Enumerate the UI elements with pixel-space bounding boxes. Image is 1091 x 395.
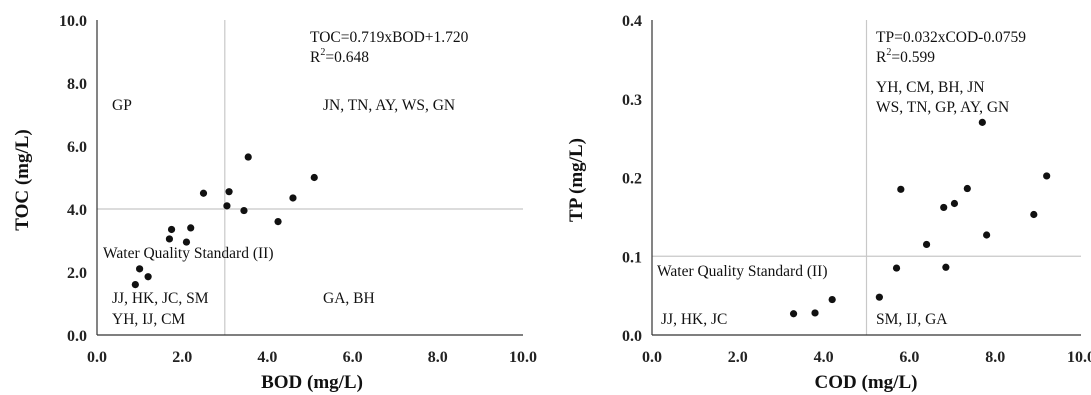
data-point — [875, 293, 883, 301]
data-point — [182, 238, 191, 246]
data-point — [940, 203, 948, 212]
data-point — [897, 185, 905, 193]
data-point — [811, 309, 819, 317]
x-tick-label: 10.0 — [1067, 349, 1091, 366]
x-tick-label: 0.0 — [87, 349, 107, 366]
y-tick-label: 0.4 — [622, 13, 642, 30]
x-tick-label: 0.0 — [642, 349, 662, 366]
data-point — [244, 153, 252, 161]
y-tick-label: 0.1 — [622, 249, 642, 266]
y-tick-label: 4.0 — [67, 202, 87, 219]
data-point — [828, 295, 836, 304]
data-point — [892, 264, 901, 272]
x-tick-label: 6.0 — [343, 349, 363, 366]
chart-tp-vs-cod: 0.0 2.0 4.0 6.0 8.0 10.0 0.0 0.1 0.2 0.3 0.4 TP=0… — [566, 13, 1091, 393]
data-point — [131, 281, 139, 289]
y-tick-label: 6.0 — [67, 139, 87, 156]
y-tick-label: 0.2 — [622, 171, 642, 188]
data-point — [165, 235, 174, 243]
data-point — [978, 118, 986, 126]
quadrant-label-top-left: GP — [112, 97, 132, 114]
chart-toc-vs-bod: 0.0 2.0 4.0 6.0 8.0 10.0 0.02.04.06.08.010.0 … — [12, 13, 537, 393]
x-axis-title: COD (mg/L) — [815, 372, 918, 393]
data-point — [310, 173, 318, 182]
y-tick-label: 0.3 — [622, 92, 642, 109]
quadrant-label-bottom-left-2: YH, IJ, CM — [112, 311, 185, 328]
y-tick-label: 10.0 — [59, 13, 87, 30]
x-tick-label: 4.0 — [257, 349, 277, 366]
data-point — [199, 189, 208, 197]
data-point — [1030, 210, 1038, 219]
quadrant-label-top-right: JN, TN, AY, WS, GN — [323, 97, 455, 114]
y-axis-title: TOC (mg/L) — [12, 129, 33, 231]
y-tick-label: 2.0 — [67, 265, 87, 282]
data-point — [144, 273, 152, 281]
x-tick-label: 4.0 — [814, 349, 834, 366]
data-point — [1043, 172, 1051, 180]
data-point — [942, 263, 950, 271]
quadrant-label-bottom-right: SM, IJ, GA — [876, 311, 948, 328]
y-tick-label: 0.0 — [622, 328, 642, 345]
data-point — [240, 206, 248, 215]
y-tick-label: 8.0 — [67, 76, 87, 93]
x-tick-label: 6.0 — [899, 349, 919, 366]
data-point — [274, 218, 282, 226]
data-point — [289, 194, 297, 202]
standard-label: Water Quality Standard (II) — [103, 245, 273, 262]
data-point — [167, 225, 176, 234]
data-point — [187, 224, 195, 232]
y-tick-label: 0.0 — [67, 328, 87, 345]
data-point — [225, 188, 233, 196]
quadrant-label-top-right-1: YH, CM, BH, JN — [876, 79, 985, 96]
r-squared: R2=0.648 — [310, 47, 369, 66]
data-point — [963, 184, 971, 193]
quadrant-label-top-right-2: WS, TN, GP, AY, GN — [876, 99, 1009, 116]
quadrant-label-bottom-left-1: JJ, HK, JC, SM — [112, 290, 209, 307]
y-axis-title: TP (mg/L) — [566, 138, 587, 222]
x-tick-label: 2.0 — [728, 349, 748, 366]
data-point — [223, 202, 231, 210]
data-point — [983, 231, 991, 239]
data-point — [136, 265, 144, 273]
quadrant-label-bottom-right: GA, BH — [323, 290, 375, 307]
r-squared: R2=0.599 — [876, 47, 935, 66]
standard-label: Water Quality Standard (II) — [657, 263, 827, 280]
quadrant-label-bottom-left: JJ, HK, JC — [661, 311, 727, 328]
regression-equation: TP=0.032xCOD-0.0759 — [876, 29, 1026, 46]
x-tick-label: 2.0 — [172, 349, 192, 366]
regression-equation: TOC=0.719xBOD+1.720 — [310, 29, 469, 46]
x-tick-label: 8.0 — [428, 349, 448, 366]
data-point — [922, 240, 931, 249]
x-tick-label: 8.0 — [985, 349, 1005, 366]
x-tick-label: 10.0 — [509, 349, 537, 366]
data-point — [950, 199, 959, 208]
x-axis-title: BOD (mg/L) — [261, 372, 363, 393]
data-point — [789, 310, 798, 318]
